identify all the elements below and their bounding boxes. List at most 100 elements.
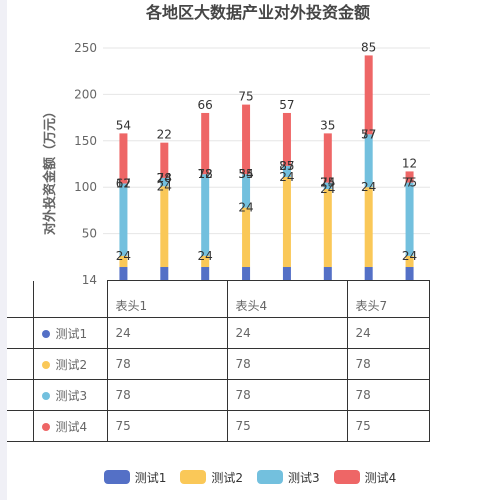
left-edge-strip xyxy=(0,0,7,500)
data-label: 24 xyxy=(402,249,417,263)
data-label: 24 xyxy=(198,249,213,263)
bar-segment xyxy=(119,183,128,256)
y-tick-label: 150 xyxy=(74,134,97,148)
data-label: 67 xyxy=(116,176,131,190)
data-label: 7 xyxy=(406,176,414,190)
bar-segment xyxy=(405,182,414,256)
bar-segment xyxy=(323,189,332,268)
data-label: 78 xyxy=(157,171,172,185)
table-cell: 24 xyxy=(346,317,430,349)
data-label: 22 xyxy=(157,128,172,142)
data-label: 85 xyxy=(361,40,376,54)
data-label: 66 xyxy=(198,98,213,112)
bar-segment xyxy=(119,255,128,268)
table-cell: 75 xyxy=(346,410,430,442)
table-cell: 24 xyxy=(106,317,228,349)
bar-segment xyxy=(160,186,169,268)
chart-legend: 测试1 测试2 测试3 测试4 xyxy=(0,466,500,488)
table-cell: 75 xyxy=(106,410,228,442)
bar-segment xyxy=(242,104,251,175)
table-cell: 78 xyxy=(346,348,430,380)
series-name: 测试4 xyxy=(55,419,88,434)
data-label: 54 xyxy=(238,167,253,181)
series-dot xyxy=(41,361,50,369)
data-label: 24 xyxy=(320,182,335,196)
series-dot xyxy=(41,330,50,338)
data-label: 75 xyxy=(238,90,253,104)
table-cell: 78 xyxy=(106,379,228,411)
data-label: 78 xyxy=(198,167,213,181)
legend-item[interactable]: 测试2 xyxy=(180,469,243,486)
data-label: 77 xyxy=(361,127,376,141)
legend-label: 测试3 xyxy=(288,470,320,485)
bar-segment xyxy=(201,267,210,280)
table-cell: 24 xyxy=(226,317,348,349)
chart-title: 各地区大数据产业对外投资金额 xyxy=(145,3,370,22)
bar-segment xyxy=(160,177,169,187)
data-label: 24 xyxy=(279,170,294,184)
y-tick-label: 200 xyxy=(74,87,97,101)
bar-segment xyxy=(405,171,414,183)
legend-item[interactable]: 测试1 xyxy=(103,469,166,486)
series-dot xyxy=(41,392,50,400)
data-label: 87 xyxy=(279,159,294,173)
data-label: 24 xyxy=(157,171,172,185)
data-label: 57 xyxy=(279,98,294,112)
data-label: 24 xyxy=(320,176,335,190)
bar-segment xyxy=(405,267,414,280)
bar-segment xyxy=(160,267,169,280)
table-cell: 78 xyxy=(226,379,348,411)
data-label: 57 xyxy=(361,127,376,141)
data-label: 25 xyxy=(279,159,294,173)
bar-segment xyxy=(201,255,210,268)
legend-label: 测试4 xyxy=(364,470,397,485)
table-cell: 75 xyxy=(226,410,348,442)
legend-label: 测试2 xyxy=(211,470,243,485)
bar-segment xyxy=(242,267,251,280)
bar-segment xyxy=(323,133,332,183)
data-label: 12 xyxy=(198,167,213,181)
grid-lines xyxy=(103,47,430,235)
bar-segment xyxy=(282,165,291,177)
data-label: 24 xyxy=(361,180,376,194)
data-table: 表头1 表头4 表头7 测试1 24 24 24 测试2 78 78 78 测试… xyxy=(7,280,430,442)
data-label: 75 xyxy=(320,176,335,190)
data-label: 24 xyxy=(238,201,253,215)
table-row: 测试2 78 78 78 xyxy=(7,348,430,380)
bar-segment xyxy=(323,267,332,280)
data-label: 24 xyxy=(116,249,131,263)
table-row: 测试3 78 78 78 xyxy=(7,379,430,411)
data-label: 12 xyxy=(402,156,417,170)
data-label: 35 xyxy=(238,167,253,181)
series-name: 测试3 xyxy=(55,388,88,403)
table-header-3: 表头7 xyxy=(346,280,430,318)
data-label: 54 xyxy=(116,118,131,132)
legend-item[interactable]: 测试3 xyxy=(257,469,320,486)
y-tick-label: 100 xyxy=(74,180,97,194)
table-cell: 78 xyxy=(106,348,228,380)
legend-swatch xyxy=(103,470,130,484)
bar-segment xyxy=(242,207,251,268)
data-label: 24 xyxy=(157,179,172,193)
y-tick-label: 250 xyxy=(74,41,97,55)
data-label: 35 xyxy=(320,118,335,132)
bar-segment xyxy=(242,174,251,208)
series-name: 测试2 xyxy=(55,357,88,372)
table-row: 测试4 75 75 75 xyxy=(7,410,430,442)
table-cell: 78 xyxy=(346,379,430,411)
bar-segment xyxy=(364,55,373,135)
bar-segment xyxy=(201,174,210,256)
legend-item[interactable]: 测试4 xyxy=(333,469,397,486)
bar-segment xyxy=(405,255,414,268)
y-axis-label: 对外投资金额（万元） xyxy=(42,105,58,235)
series-dot xyxy=(41,423,50,431)
legend-swatch xyxy=(333,470,360,484)
bar-segment xyxy=(160,142,169,178)
series-name: 测试1 xyxy=(55,326,88,341)
table-header-2: 表头4 xyxy=(226,280,348,318)
bar-segment xyxy=(364,187,373,268)
stacked-bar-chart: 各地区大数据产业对外投资金额 对外投资金额（万元） 50 100 150 200 250… xyxy=(42,3,430,287)
bar-segment xyxy=(119,267,128,280)
bar-segment xyxy=(119,133,128,184)
